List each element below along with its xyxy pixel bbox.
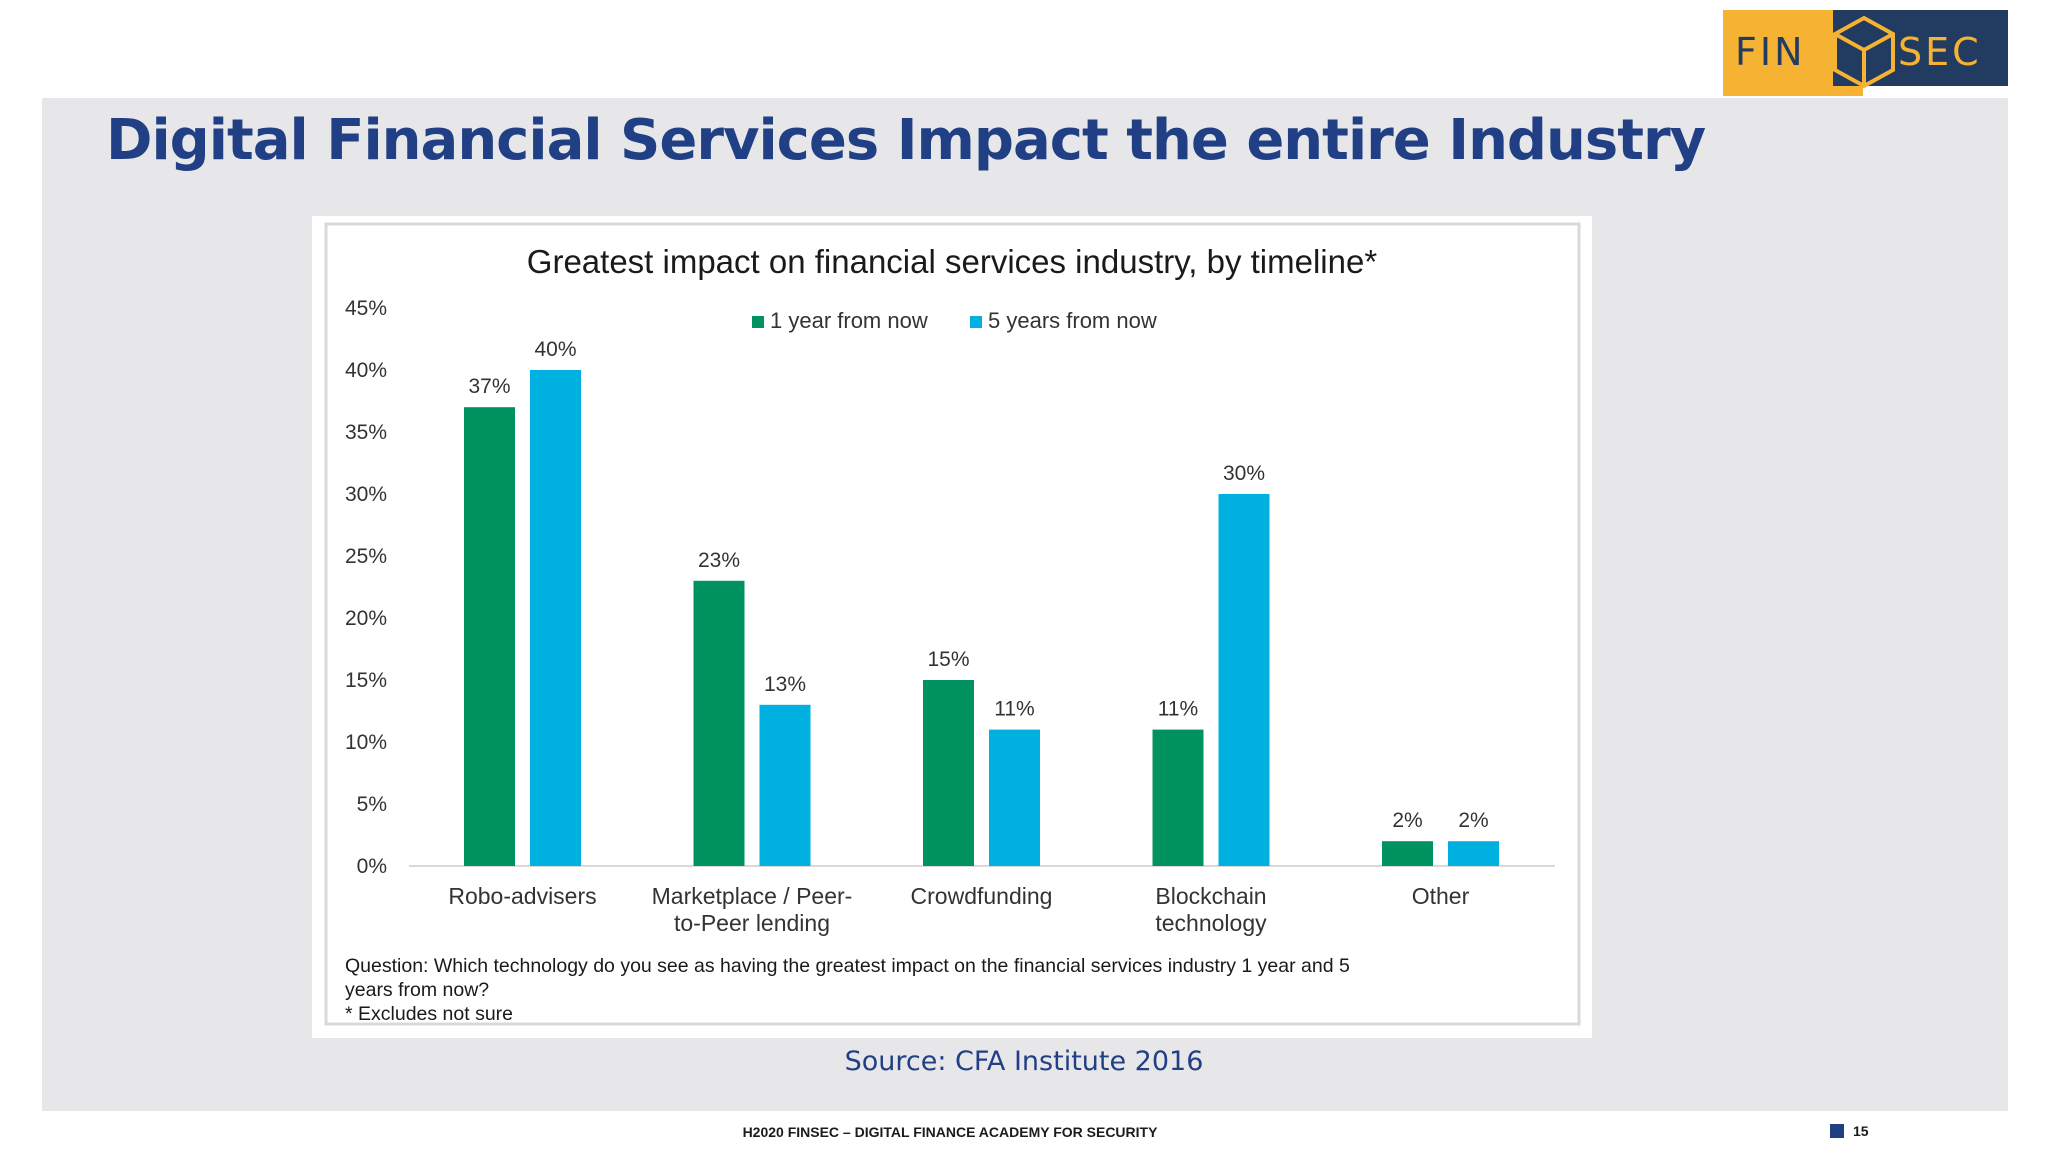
bar-value-label: 13% [764,673,806,696]
bar-value-label: 23% [698,549,740,572]
bar-1-year [464,407,515,866]
y-tick-label: 0% [357,855,387,878]
logo-text-sec: SEC [1898,30,1982,74]
bar-1-year [1152,729,1204,866]
finsec-logo: FIN SEC [1723,10,2008,96]
x-category-label: Crowdfunding [911,883,1053,909]
bar-5-years [989,729,1040,866]
x-category-label: Marketplace / Peer- [652,883,853,909]
chart-card: Greatest impact on financial services in… [312,216,1592,1038]
bar-value-label: 2% [1458,809,1488,832]
y-axis: 0% 5% 10% 15% 20% 25% 30% 35% 40% 45% [345,297,387,878]
bar-value-label: 40% [534,338,576,361]
x-axis: Robo-advisers Marketplace / Peer-to-Peer … [448,883,1469,936]
bar-5-years [1218,494,1270,866]
x-category-label: Blockchain [1155,883,1266,909]
bar-5-years [530,370,581,866]
logo-text-fin: FIN [1735,30,1806,74]
x-category-label: Other [1412,883,1470,909]
bar-5-years [759,704,811,866]
bar-value-label: 15% [927,648,969,671]
x-category-label: to-Peer lending [674,910,830,936]
page-square-icon [1830,1124,1844,1138]
y-tick-label: 35% [345,421,387,444]
y-tick-label: 40% [345,359,387,382]
y-tick-label: 10% [345,731,387,754]
y-tick-label: 30% [345,483,387,506]
y-tick-label: 45% [345,297,387,320]
source-caption: Source: CFA Institute 2016 [844,1046,1204,1077]
x-category-label: Robo-advisers [448,883,596,909]
bar-value-label: 30% [1223,462,1265,485]
chart-note: years from now? [345,979,489,1001]
bar-value-label: 11% [1158,698,1198,721]
chart-note: * Excludes not sure [345,1003,513,1025]
chart-note: Question: Which technology do you see as… [345,955,1350,977]
y-tick-label: 5% [357,793,387,816]
y-tick-label: 15% [345,669,387,692]
bar-1-year [1382,841,1433,866]
chart-legend: 1 year from now 5 years from now [752,308,1157,333]
bar-group: 37% 40% 23% 13% 15% 11% 11% 30% 2% 2% [464,338,1499,866]
bar-value-label: 2% [1392,809,1422,832]
bar-1-year [923,680,974,866]
cube-icon [1833,15,1895,89]
legend-swatch-1-year [752,316,764,328]
bar-value-label: 11% [994,698,1034,721]
x-category-label: technology [1155,910,1267,936]
legend-label-5-years: 5 years from now [988,308,1157,333]
page-number: 15 [1853,1123,1869,1139]
bar-5-years [1448,841,1499,866]
footer-text: H2020 FINSEC – DIGITAL FINANCE ACADEMY F… [742,1124,1158,1140]
legend-swatch-5-years [970,316,982,328]
bar-value-label: 37% [468,375,510,398]
bar-chart: Greatest impact on financial services in… [324,222,1581,1026]
chart-notes: Question: Which technology do you see as… [345,955,1350,1025]
y-tick-label: 20% [345,607,387,630]
y-tick-label: 25% [345,545,387,568]
legend-label-1-year: 1 year from now [770,308,928,333]
bar-1-year [693,580,745,866]
slide-title: Digital Financial Services Impact the en… [106,108,1706,173]
chart-title: Greatest impact on financial services in… [527,243,1378,280]
